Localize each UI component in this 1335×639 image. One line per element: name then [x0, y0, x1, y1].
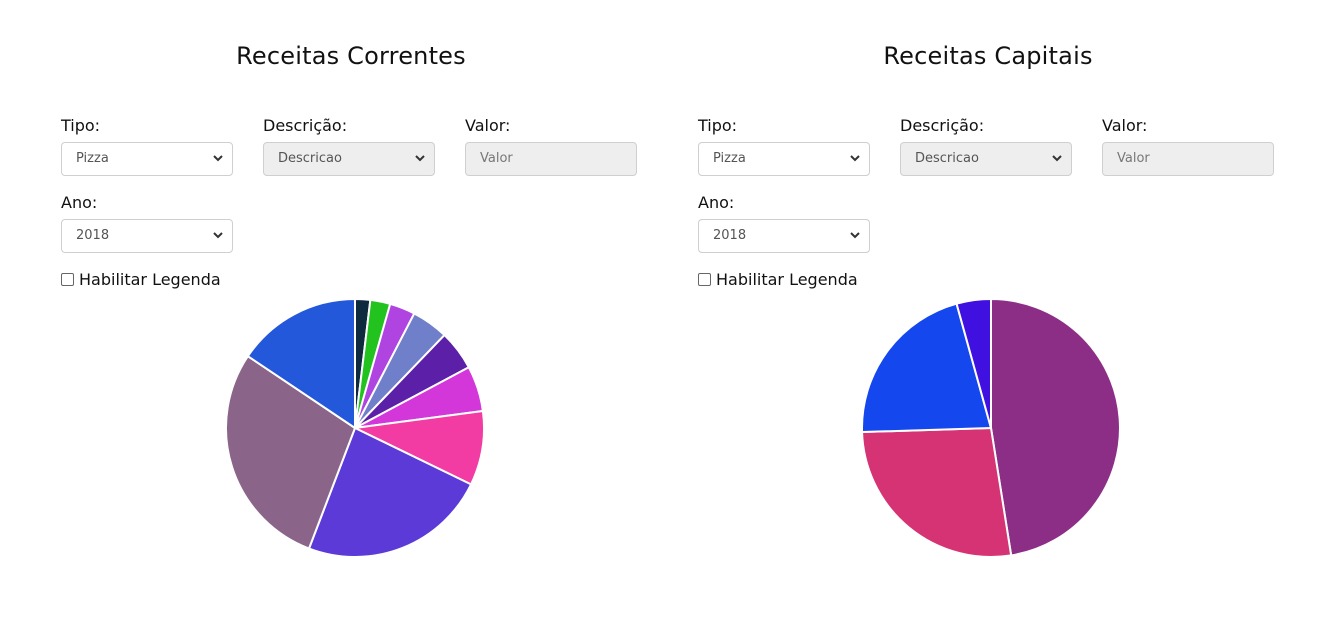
valor-label: Valor:	[1102, 116, 1148, 135]
valor-input[interactable]: Valor	[1102, 142, 1274, 176]
ano-select-value: 2018	[713, 228, 747, 243]
chevron-down-icon	[850, 155, 860, 162]
panel-title: Receitas Correntes	[236, 42, 466, 70]
receitas-correntes-panel: Receitas Correntes Tipo: Pizza Descrição…	[61, 0, 641, 639]
receitas-correntes-pie-chart	[225, 298, 485, 558]
valor-placeholder: Valor	[480, 151, 513, 166]
pie-slice-9[interactable]	[225, 355, 356, 550]
receitas-capitais-pie-chart	[861, 298, 1121, 558]
pie-slice-10[interactable]	[246, 298, 356, 429]
chevron-down-icon	[1052, 155, 1062, 162]
legend-toggle[interactable]: Habilitar Legenda	[698, 270, 858, 289]
tipo-select[interactable]: Pizza	[61, 142, 233, 176]
tipo-select-value: Pizza	[713, 151, 746, 166]
chevron-down-icon	[213, 232, 223, 239]
pie-slice-8[interactable]	[308, 427, 473, 558]
descricao-select-value: Descricao	[278, 151, 342, 166]
tipo-label: Tipo:	[698, 116, 738, 135]
descricao-label: Descrição:	[900, 116, 985, 135]
tipo-select-value: Pizza	[76, 151, 109, 166]
legend-checkbox[interactable]	[61, 273, 74, 286]
pie-slice-4[interactable]	[955, 298, 992, 429]
chevron-down-icon	[850, 232, 860, 239]
tipo-label: Tipo:	[61, 116, 101, 135]
receitas-capitais-panel: Receitas Capitais Tipo: Pizza Descrição:…	[698, 0, 1278, 639]
ano-label: Ano:	[698, 193, 735, 212]
legend-toggle[interactable]: Habilitar Legenda	[61, 270, 221, 289]
valor-label: Valor:	[465, 116, 511, 135]
chevron-down-icon	[415, 155, 425, 162]
descricao-select-value: Descricao	[915, 151, 979, 166]
valor-placeholder: Valor	[1117, 151, 1150, 166]
descricao-select[interactable]: Descricao	[900, 142, 1072, 176]
tipo-select[interactable]: Pizza	[698, 142, 870, 176]
pie-slice-2[interactable]	[861, 427, 1013, 558]
legend-checkbox[interactable]	[698, 273, 711, 286]
descricao-select[interactable]: Descricao	[263, 142, 435, 176]
chevron-down-icon	[213, 155, 223, 162]
legend-checkbox-label: Habilitar Legenda	[79, 270, 221, 289]
descricao-label: Descrição:	[263, 116, 348, 135]
legend-checkbox-label: Habilitar Legenda	[716, 270, 858, 289]
valor-input[interactable]: Valor	[465, 142, 637, 176]
pie-slice-1[interactable]	[990, 298, 1121, 557]
ano-label: Ano:	[61, 193, 98, 212]
ano-select[interactable]: 2018	[61, 219, 233, 253]
ano-select[interactable]: 2018	[698, 219, 870, 253]
panel-title: Receitas Capitais	[883, 42, 1093, 70]
ano-select-value: 2018	[76, 228, 110, 243]
pie-slice-3[interactable]	[861, 302, 992, 434]
